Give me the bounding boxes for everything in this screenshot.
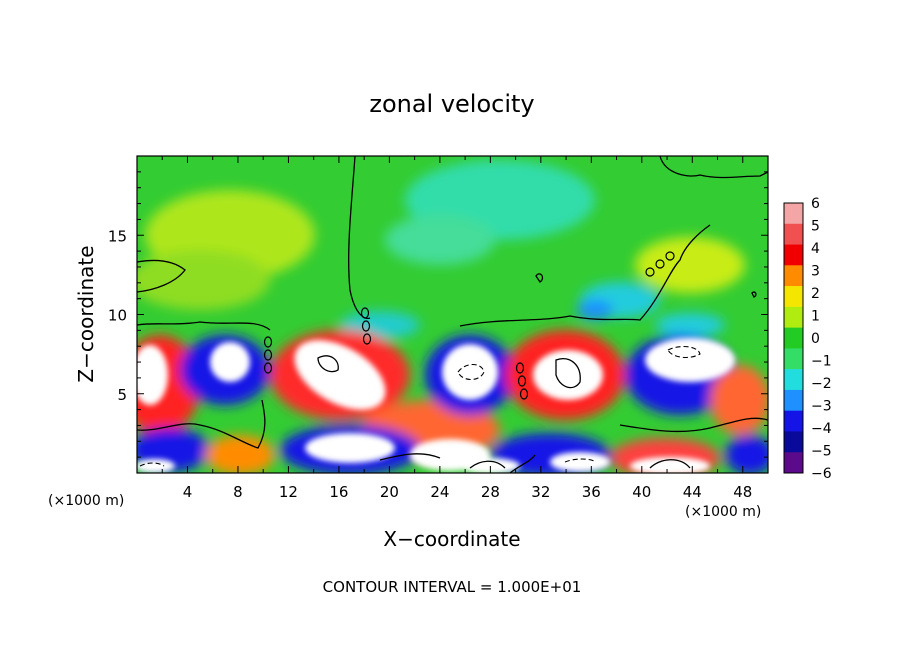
colorbar-swatch	[784, 327, 803, 349]
chart-title: zonal velocity	[369, 90, 534, 118]
heatmap-field	[137, 156, 768, 473]
x-tick-label: 16	[329, 483, 348, 501]
colorbar-tick-label: 3	[811, 264, 820, 280]
y-tick-label: 10	[108, 307, 127, 325]
contour-lines-dashed	[139, 345, 701, 467]
saturated-core	[137, 459, 175, 473]
x-tick-label: 8	[233, 483, 243, 501]
colorbar-swatch	[784, 203, 803, 225]
field-patch	[710, 365, 768, 435]
field-patch	[385, 215, 495, 265]
colorbar-swatch	[784, 265, 803, 287]
colorbar: 6 5 4 3 2 1 0 −1 −2 −3 −4 −5 −6	[783, 196, 832, 482]
y-tick-label: 5	[117, 386, 127, 404]
x-tick-label: 12	[279, 483, 298, 501]
colorbar-swatch	[784, 348, 803, 370]
saturated-core	[550, 452, 610, 472]
colorbar-tick-label: −2	[811, 376, 832, 392]
colorbar-swatch	[784, 306, 803, 328]
field-patch	[577, 300, 613, 320]
colorbar-swatch	[784, 369, 803, 391]
y-axis-ticks: 5 10 15	[108, 171, 768, 458]
colorbar-tick-label: 1	[811, 309, 820, 325]
colorbar-tick-label: −5	[811, 444, 832, 460]
colorbar-swatch	[784, 244, 803, 266]
colorbar-swatch	[784, 223, 803, 245]
colorbar-tick-label: 2	[811, 286, 820, 302]
colorbar-swatch	[784, 431, 803, 453]
saturated-core	[294, 340, 386, 410]
y-axis-label: Z−coordinate	[74, 245, 98, 382]
colorbar-tick-label: 6	[811, 196, 820, 212]
colorbar-frame	[783, 202, 804, 474]
x-tick-label: 44	[683, 483, 702, 501]
field-patch	[655, 313, 725, 337]
colorbar-tick-label: −3	[811, 399, 832, 415]
saturated-core	[137, 345, 168, 405]
saturated-core	[533, 350, 603, 400]
colorbar-tick-label: −4	[811, 421, 832, 437]
saturated-core	[645, 338, 735, 382]
field-patch	[725, 435, 768, 473]
x-tick-label: 4	[183, 483, 193, 501]
contour-lines	[137, 156, 768, 473]
x-tick-label: 36	[582, 483, 601, 501]
saturated-core	[630, 457, 710, 473]
colorbar-tick-label: −1	[811, 354, 832, 370]
colorbar-swatch	[784, 389, 803, 411]
colorbar-swatch	[784, 286, 803, 308]
contour-interval-note: CONTOUR INTERVAL = 1.000E+01	[323, 578, 582, 596]
colorbar-tick-label: 4	[811, 241, 820, 257]
x-tick-label: 40	[632, 483, 651, 501]
x-tick-label: 28	[481, 483, 500, 501]
x-axis-label: X−coordinate	[383, 527, 520, 551]
contour-label-rings	[263, 251, 675, 400]
field-patch	[205, 435, 275, 473]
field-patch	[137, 250, 270, 310]
x-tick-label: 20	[380, 483, 399, 501]
x-tick-label: 32	[531, 483, 550, 501]
x-unit-label-right: (×1000 m)	[685, 504, 761, 520]
saturated-core	[305, 433, 395, 463]
x-tick-label: 48	[733, 483, 752, 501]
field-patch	[635, 237, 745, 293]
x-tick-label: 24	[430, 483, 449, 501]
colorbar-swatch	[784, 410, 803, 432]
colorbar-tick-label: −6	[811, 466, 832, 482]
saturated-core	[442, 344, 498, 400]
x-unit-label-left: (×1000 m)	[48, 493, 124, 509]
x-axis-ticks: 4 8 12 16 20 24 28 32 36 40 44 48	[161, 156, 752, 501]
colorbar-swatch	[784, 452, 803, 474]
saturated-core	[460, 458, 520, 473]
colorbar-tick-label: 0	[811, 331, 820, 347]
colorbar-tick-label: 5	[811, 219, 820, 235]
y-tick-label: 15	[108, 227, 127, 245]
saturated-core	[210, 342, 250, 382]
